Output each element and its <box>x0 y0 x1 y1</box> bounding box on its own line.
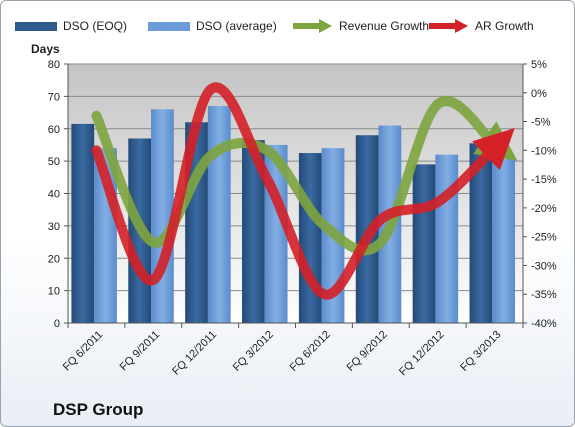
bar-dso-eoq <box>71 123 95 323</box>
legend-swatch-dso-average <box>148 21 190 31</box>
legend-item-ar-growth: AR Growth <box>427 15 534 37</box>
line-ar-growth <box>91 82 515 300</box>
bar-dso-average <box>207 106 231 324</box>
legend-item-revenue-growth: Revenue Growth <box>291 15 429 37</box>
y-axis-label: Days <box>31 42 60 56</box>
x-tick-label: FQ 12/2012 <box>397 329 447 379</box>
x-tick-label: FQ 6/2011 <box>61 329 106 374</box>
line-revenue-growth <box>91 96 518 256</box>
legend-label-dso-average: DSO (average) <box>196 19 277 33</box>
y-tick-label: 70 <box>48 91 60 103</box>
legend-arrow-revenue-growth <box>293 19 332 33</box>
bar-dso-eoq <box>242 140 265 323</box>
x-tick-label: FQ 9/2012 <box>345 329 390 374</box>
y2-tick-label: -15% <box>531 174 557 186</box>
y2-tick-label: 5% <box>531 59 547 71</box>
y2-tick-label: -20% <box>531 203 557 215</box>
legend-arrow-ar-growth <box>429 19 468 33</box>
bar-dso-average <box>435 154 459 323</box>
x-tick-label: FQ 12/2011 <box>170 329 219 378</box>
x-tick-label: FQ 3/2013 <box>458 329 503 374</box>
y-tick-label: 40 <box>48 189 60 201</box>
x-tick-label: FQ 6/2012 <box>288 329 333 374</box>
y2-tick-label: -25% <box>531 232 557 244</box>
y-tick-label: 50 <box>48 156 60 168</box>
bar-dso-eoq <box>298 153 322 323</box>
y2-tick-label: -40% <box>531 318 557 330</box>
legend-label-ar-growth: AR Growth <box>475 19 534 33</box>
y-tick-label: 80 <box>48 59 60 71</box>
y-tick-label: 30 <box>48 221 60 233</box>
y2-tick-label: -5% <box>531 117 551 129</box>
legend: DSO (EOQ) DSO (average) Revenue Growth A… <box>1 15 574 37</box>
legend-item-dso-eoq: DSO (EOQ) <box>15 15 127 37</box>
bar-dso-average <box>492 157 516 323</box>
legend-swatch-dso-eoq <box>15 21 57 31</box>
y-tick-label: 20 <box>48 253 60 265</box>
legend-label-dso-eoq: DSO (EOQ) <box>63 19 128 33</box>
x-tick-label: FQ 9/2011 <box>118 329 163 374</box>
y2-tick-label: -30% <box>531 260 557 272</box>
y2-tick-label: -10% <box>531 145 557 157</box>
y2-tick-label: 0% <box>531 88 547 100</box>
bar-dso-eoq <box>469 143 493 323</box>
y-tick-label: 60 <box>48 124 60 136</box>
x-tick-label: FQ 3/2012 <box>231 329 276 374</box>
chart-title: DSP Group <box>53 400 144 419</box>
y-tick-label: 10 <box>48 286 60 298</box>
legend-label-revenue-growth: Revenue Growth <box>339 19 430 33</box>
y-tick-label: 0 <box>54 318 60 330</box>
legend-item-dso-average: DSO (average) <box>148 15 277 37</box>
bar-dso-eoq <box>412 164 436 323</box>
y2-tick-label: -35% <box>531 289 557 301</box>
